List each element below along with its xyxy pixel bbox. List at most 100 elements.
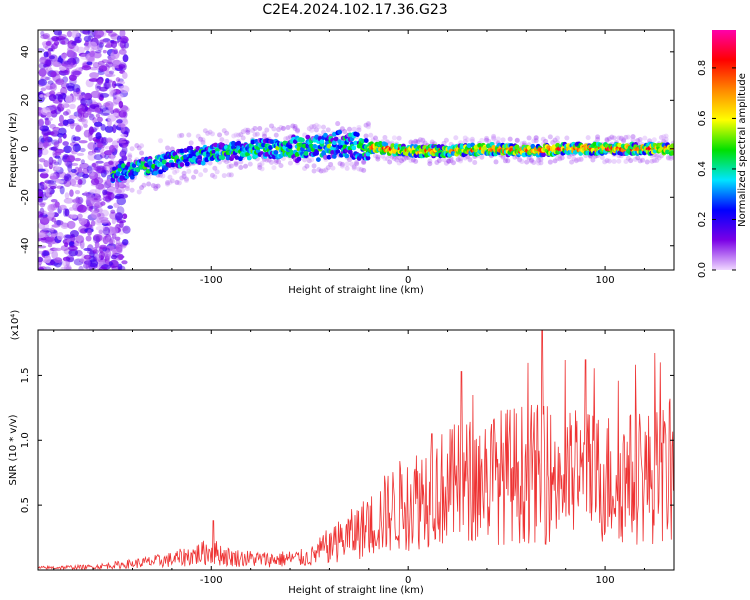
- spectrogram-cell: [51, 224, 61, 228]
- spectrogram-cell: [68, 207, 74, 211]
- spectrogram-cell: [292, 123, 298, 129]
- spectrogram-cell: [115, 77, 121, 82]
- spectrogram-cell: [630, 134, 636, 140]
- spectrogram-cell: [106, 42, 112, 48]
- spectrogram-cell: [375, 156, 381, 162]
- spectrogram-cell: [656, 155, 662, 161]
- spectrogram-cell: [94, 30, 105, 38]
- spectrogram-cell: [87, 152, 97, 161]
- spectrogram-cell: [108, 160, 114, 166]
- spectrogram-cell: [134, 143, 140, 149]
- spectrogram-cells: [38, 30, 674, 270]
- spectrogram-cell: [76, 112, 82, 122]
- spectrogram-cell: [122, 225, 131, 234]
- spectrogram-cell: [547, 159, 553, 165]
- spectrogram-cell: [139, 143, 145, 149]
- x-tick-label: 100: [596, 275, 615, 286]
- spectrogram-cell: [140, 156, 146, 162]
- spectrogram-cell: [129, 146, 135, 152]
- spectrogram-cell: [207, 160, 213, 166]
- spectrogram-cell: [38, 118, 44, 127]
- spectrogram-cell: [118, 110, 127, 118]
- spectrogram-cell: [68, 245, 78, 251]
- spectrogram-cell: [53, 247, 62, 252]
- spectrogram-cell: [269, 159, 275, 165]
- spectrogram-cell: [62, 208, 68, 217]
- spectrogram-cell: [623, 134, 629, 140]
- spectrogram-cell: [458, 156, 464, 162]
- spectrogram-cell: [38, 232, 46, 239]
- spectrogram-cell: [188, 145, 194, 151]
- spectrogram-cell: [618, 136, 624, 142]
- spectrogram-cell: [99, 86, 108, 92]
- spectrogram-cell: [429, 139, 435, 145]
- spectrogram-cell: [56, 171, 67, 178]
- spectrogram-cell: [625, 134, 631, 140]
- spectrogram-cell: [311, 168, 317, 174]
- spectrogram-cell: [136, 145, 142, 151]
- spectrogram-cell: [66, 160, 73, 169]
- spectrogram-cell: [243, 163, 249, 169]
- spectrogram-cell: [110, 102, 118, 106]
- spectrogram-cell: [108, 70, 115, 75]
- spectrogram-cell: [45, 69, 50, 75]
- spectrogram-cell: [63, 173, 72, 182]
- spectrogram-cell: [100, 112, 110, 116]
- spectrogram-cell: [264, 127, 270, 133]
- spectrogram-cell: [100, 209, 109, 217]
- spectrogram-cell: [39, 158, 46, 163]
- spectrogram-cell: [351, 145, 357, 151]
- spectrogram-cell: [446, 158, 452, 164]
- spectrogram-cell: [99, 39, 104, 45]
- y-tick-label: -20: [20, 189, 31, 205]
- spectrogram-cell: [161, 159, 167, 165]
- spectrogram-cell: [74, 189, 81, 195]
- y-tick-label: 40: [20, 45, 31, 58]
- spectrogram-cell: [467, 156, 473, 162]
- spectrogram-cell: [126, 161, 132, 167]
- spectrogram-cell: [280, 126, 286, 132]
- spectrogram-cell: [611, 158, 617, 164]
- spectrogram-cell: [87, 165, 93, 174]
- spectrogram-cell: [79, 147, 86, 153]
- y-tick-label: 0: [20, 146, 31, 152]
- spectrogram-cell: [83, 254, 92, 260]
- spectrogram-cell: [92, 61, 100, 69]
- spectrogram-cell: [186, 132, 192, 138]
- spectrogram-cell: [77, 213, 83, 219]
- spectrogram-cell: [247, 161, 253, 167]
- spectrogram-cell: [121, 226, 129, 232]
- spectrogram-cell: [276, 159, 282, 165]
- spectrogram-cell: [365, 122, 371, 128]
- spectrogram-cell: [221, 128, 227, 134]
- spectrogram-cell: [427, 158, 433, 164]
- spectrogram-cell: [295, 127, 301, 133]
- spectrogram-cell: [630, 137, 636, 143]
- x-tick-label: -100: [200, 575, 223, 586]
- spectrogram-cell: [80, 159, 85, 165]
- spectrogram-cell: [119, 85, 130, 94]
- spectrogram-cell: [391, 135, 397, 141]
- spectrogram-cell: [285, 135, 291, 141]
- spectrogram-cell: [72, 143, 81, 152]
- spectrogram-cell: [233, 161, 239, 167]
- spectrogram-cell: [160, 173, 166, 179]
- spectrogram-cell: [606, 158, 612, 164]
- spectrogram-cell: [254, 131, 260, 137]
- spectrogram-cell: [330, 149, 335, 155]
- spectrogram-cell: [632, 156, 638, 162]
- spectrogram-cell: [462, 138, 468, 144]
- spectrogram-cell: [361, 159, 367, 165]
- spectrogram-cell: [309, 124, 315, 130]
- spectrogram-cell: [330, 165, 336, 171]
- spectrogram-cell: [280, 125, 286, 131]
- spectrogram-cell: [94, 172, 101, 180]
- spectrogram-cell: [70, 122, 80, 127]
- spectrogram-cell: [54, 220, 64, 226]
- spectrogram-cell: [110, 89, 116, 97]
- spectrogram-cell: [78, 218, 88, 225]
- spectrogram-cell: [356, 124, 362, 130]
- spectrogram-cell: [105, 61, 114, 68]
- spectrogram-cell: [57, 31, 63, 37]
- spectrogram-cell: [86, 61, 93, 65]
